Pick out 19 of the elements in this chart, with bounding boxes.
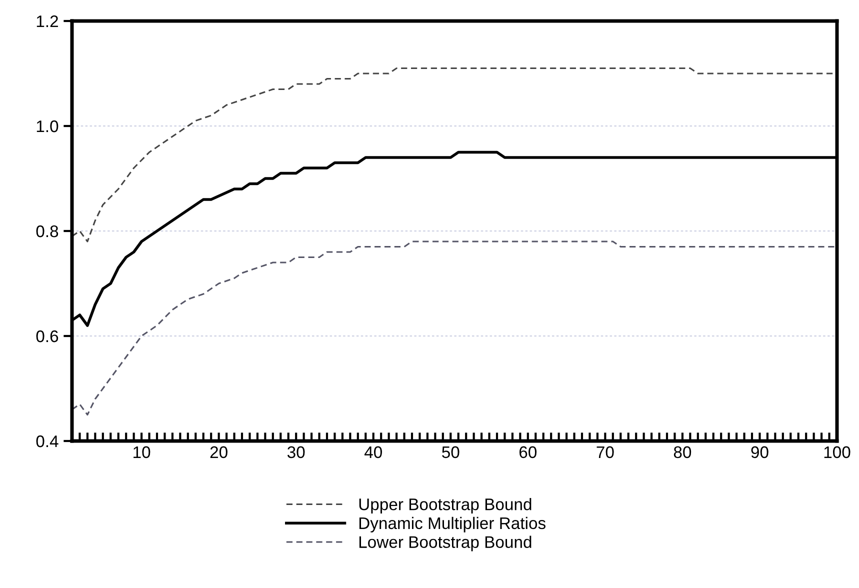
y-tick-label: 1.2 <box>36 15 58 28</box>
y-tick-label: 0.4 <box>36 435 58 448</box>
x-tick-label: 50 <box>442 446 460 458</box>
x-tick-label: 90 <box>751 446 768 458</box>
x-tick-label: 100 <box>824 446 850 458</box>
x-tick-label: 30 <box>287 446 305 458</box>
y-tick-label: 0.8 <box>36 225 58 238</box>
y-tick-label: 1.0 <box>36 120 58 132</box>
y-tick-label: 0.6 <box>36 330 58 342</box>
line-series <box>72 240 837 416</box>
x-tick-label: 80 <box>674 446 692 458</box>
legend-label: Lower Bootstrap Bound <box>359 536 532 552</box>
x-tick-label: 10 <box>134 446 150 458</box>
x-tick-label: 60 <box>519 446 537 458</box>
legend-label: Upper Bootstrap Bound <box>359 498 532 514</box>
x-tick-label: 20 <box>210 446 228 458</box>
x-tick-label: 70 <box>596 446 614 458</box>
legend-label: Dynamic Multiplier Ratios <box>359 516 546 532</box>
x-tick-label: 40 <box>364 446 382 458</box>
